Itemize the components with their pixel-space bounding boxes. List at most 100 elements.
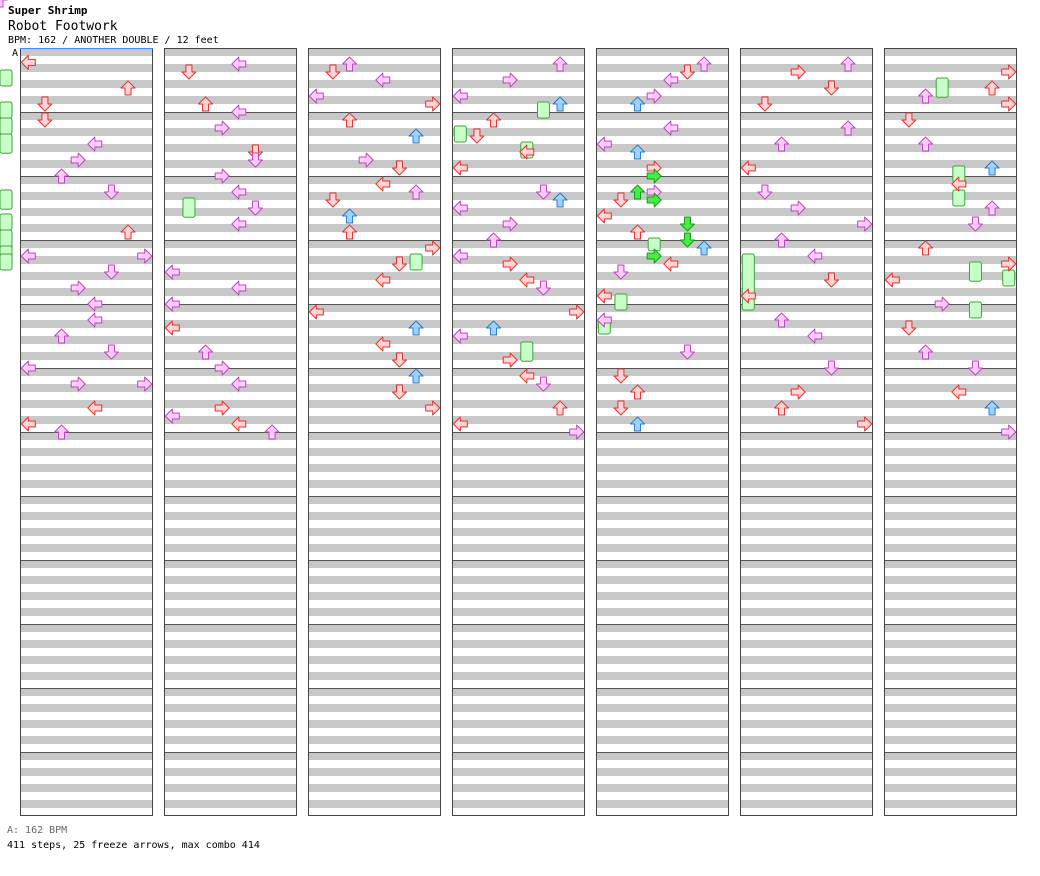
step-arrow xyxy=(486,112,502,128)
step-arrow xyxy=(679,344,695,360)
step-arrow xyxy=(918,344,934,360)
step-arrow xyxy=(757,96,773,112)
step-arrow xyxy=(613,368,629,384)
step-arrow xyxy=(901,112,917,128)
step-arrow xyxy=(535,376,551,392)
step-arrow xyxy=(37,112,53,128)
step-arrow xyxy=(790,384,806,400)
step-arrow xyxy=(984,200,1000,216)
step-arrow xyxy=(391,256,407,272)
step-arrow xyxy=(137,248,153,264)
song-artist: Super Shrimp xyxy=(8,4,88,17)
freeze-arrow-body xyxy=(968,301,982,319)
step-arrow xyxy=(790,64,806,80)
step-arrow xyxy=(630,416,646,432)
step-arrow xyxy=(214,120,230,136)
step-arrow xyxy=(87,136,103,152)
step-arrow xyxy=(552,96,568,112)
chart-column xyxy=(20,48,153,816)
step-arrow xyxy=(408,368,424,384)
step-arrow xyxy=(164,296,180,312)
step-arrow xyxy=(774,400,790,416)
step-arrow xyxy=(1001,424,1017,440)
step-arrow xyxy=(87,296,103,312)
step-arrow xyxy=(325,192,341,208)
step-arrow xyxy=(519,368,535,384)
step-arrow xyxy=(342,208,358,224)
freeze-arrow-body xyxy=(1002,269,1016,287)
step-arrow xyxy=(857,416,873,432)
step-arrow xyxy=(342,224,358,240)
step-arrow xyxy=(596,312,612,328)
step-arrow xyxy=(502,256,518,272)
step-arrow xyxy=(231,416,247,432)
step-arrow xyxy=(630,224,646,240)
green-step-arrow xyxy=(646,168,662,184)
step-arrow xyxy=(452,200,468,216)
step-arrow xyxy=(425,400,441,416)
freeze-arrow-body xyxy=(0,133,13,154)
step-arrow xyxy=(646,88,662,104)
step-arrow xyxy=(20,360,36,376)
bpm-summary: A: 162 BPM xyxy=(7,825,68,836)
chart-column xyxy=(884,48,1017,816)
step-arrow xyxy=(452,248,468,264)
step-arrow xyxy=(774,136,790,152)
step-arrow xyxy=(231,280,247,296)
step-arrow xyxy=(757,184,773,200)
freeze-arrow-body xyxy=(453,125,467,143)
step-arrow xyxy=(0,0,8,8)
bpm-section-marker: A xyxy=(12,48,19,59)
green-step-arrow xyxy=(679,232,695,248)
step-arrow xyxy=(663,72,679,88)
step-arrow xyxy=(70,376,86,392)
step-arrow xyxy=(774,232,790,248)
step-arrow xyxy=(679,64,695,80)
step-arrow xyxy=(630,384,646,400)
step-arrow xyxy=(774,312,790,328)
step-arrow xyxy=(696,240,712,256)
step-arrow xyxy=(918,240,934,256)
step-arrow xyxy=(613,400,629,416)
step-arrow xyxy=(840,56,856,72)
step-arrow xyxy=(984,80,1000,96)
step-arrow xyxy=(452,160,468,176)
step-arrow xyxy=(535,280,551,296)
step-arrow xyxy=(391,160,407,176)
step-arrow xyxy=(70,152,86,168)
step-arrow xyxy=(613,264,629,280)
step-arrow xyxy=(951,384,967,400)
step-arrow xyxy=(486,232,502,248)
step-arrow xyxy=(740,160,756,176)
song-title: Robot Footwork xyxy=(8,19,118,34)
step-arrow xyxy=(984,400,1000,416)
chart-column xyxy=(164,48,297,816)
step-arrow xyxy=(70,280,86,296)
freeze-arrow-body xyxy=(0,69,13,87)
step-arrow xyxy=(103,184,119,200)
step-arrow xyxy=(37,96,53,112)
step-arrow xyxy=(984,160,1000,176)
step-arrow xyxy=(120,224,136,240)
step-arrow xyxy=(901,320,917,336)
freeze-arrow-body xyxy=(182,197,196,218)
step-arrow xyxy=(452,328,468,344)
step-arrow xyxy=(375,272,391,288)
step-arrow xyxy=(342,56,358,72)
freeze-arrow-body xyxy=(0,189,13,210)
green-step-arrow xyxy=(630,184,646,200)
step-arrow xyxy=(823,272,839,288)
chart-stats: 411 steps, 25 freeze arrows, max combo 4… xyxy=(7,840,260,851)
freeze-arrow-body xyxy=(409,253,423,271)
step-arrow xyxy=(54,328,70,344)
step-arrow xyxy=(1001,96,1017,112)
step-arrow xyxy=(164,320,180,336)
step-arrow xyxy=(934,296,950,312)
step-arrow xyxy=(884,272,900,288)
step-arrow xyxy=(231,376,247,392)
chart-column xyxy=(308,48,441,816)
step-arrow xyxy=(214,400,230,416)
step-arrow xyxy=(823,80,839,96)
step-arrow xyxy=(87,400,103,416)
step-arrow xyxy=(120,80,136,96)
